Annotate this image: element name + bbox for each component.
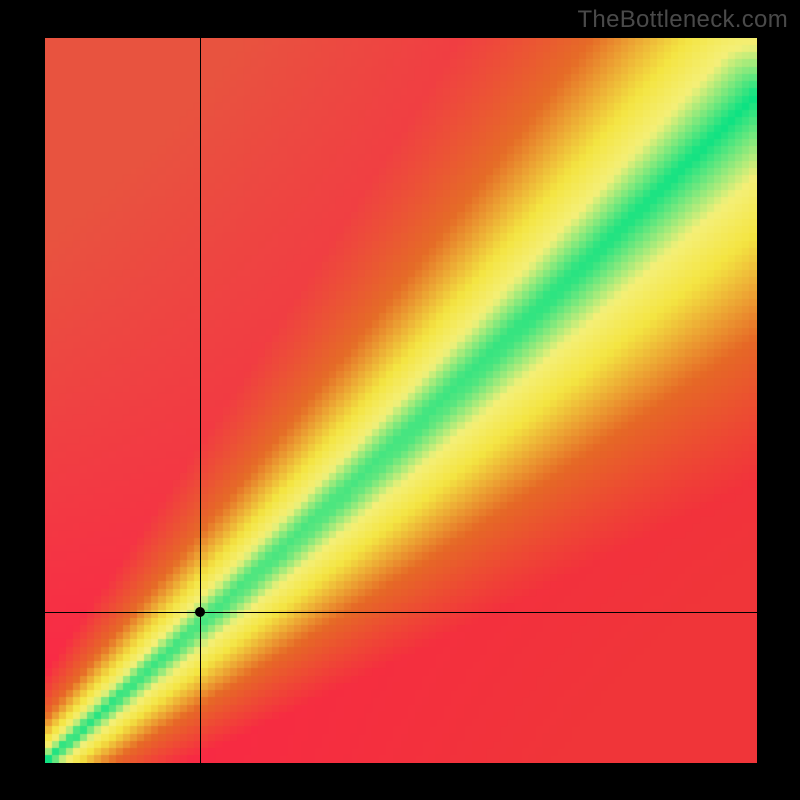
- crosshair-vertical: [200, 38, 201, 763]
- data-point: [195, 607, 205, 617]
- heatmap-canvas: [45, 38, 757, 763]
- crosshair-horizontal: [45, 612, 757, 613]
- watermark-text: TheBottleneck.com: [577, 6, 788, 34]
- chart-container: TheBottleneck.com: [0, 0, 800, 800]
- chart-frame: [45, 38, 757, 763]
